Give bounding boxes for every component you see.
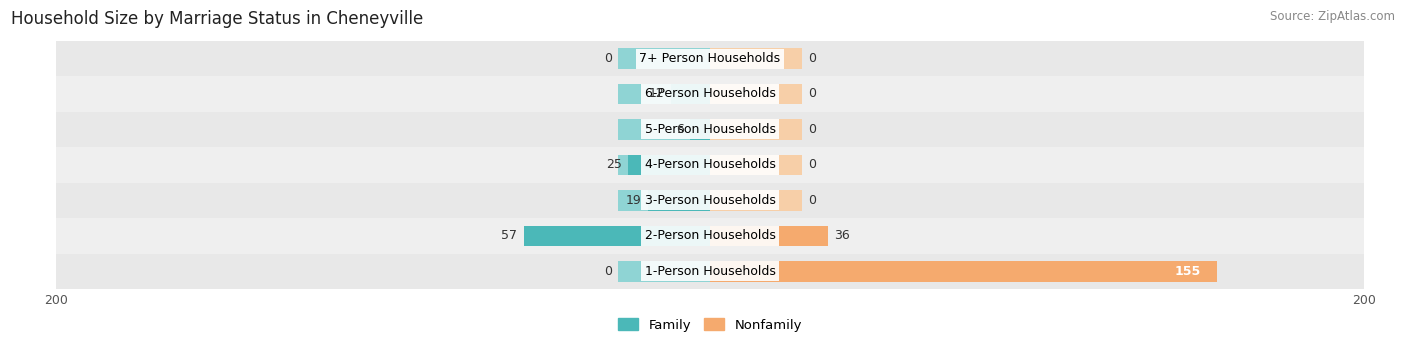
Bar [619, 261, 710, 282]
Bar [619, 190, 710, 211]
Legend: Family, Nonfamily: Family, Nonfamily [613, 313, 807, 337]
Text: 0: 0 [808, 123, 815, 136]
Text: 5-Person Households: 5-Person Households [644, 123, 776, 136]
Bar [619, 84, 710, 104]
Bar [710, 261, 1216, 282]
Bar [619, 48, 710, 69]
Bar [56, 183, 1364, 218]
Bar [710, 48, 801, 69]
Text: 0: 0 [808, 87, 815, 101]
Text: 12: 12 [648, 87, 664, 101]
Bar [56, 254, 1364, 289]
Bar [710, 225, 828, 246]
Bar [671, 84, 710, 104]
Text: 2-Person Households: 2-Person Households [644, 229, 776, 242]
Bar [710, 261, 801, 282]
Text: 36: 36 [834, 229, 851, 242]
Bar [710, 155, 801, 175]
Bar [619, 119, 710, 140]
Bar [56, 112, 1364, 147]
Text: 155: 155 [1174, 265, 1201, 278]
Text: Source: ZipAtlas.com: Source: ZipAtlas.com [1270, 10, 1395, 23]
Bar [648, 190, 710, 211]
Text: Household Size by Marriage Status in Cheneyville: Household Size by Marriage Status in Che… [11, 10, 423, 28]
Bar [56, 76, 1364, 112]
Bar [56, 147, 1364, 183]
Bar [710, 119, 801, 140]
Text: 0: 0 [808, 194, 815, 207]
Bar [628, 155, 710, 175]
Text: 57: 57 [501, 229, 517, 242]
Text: 6: 6 [676, 123, 683, 136]
Text: 7+ Person Households: 7+ Person Households [640, 52, 780, 65]
Text: 0: 0 [808, 158, 815, 171]
Bar [523, 225, 710, 246]
Bar [619, 155, 710, 175]
Bar [710, 225, 801, 246]
Text: 6-Person Households: 6-Person Households [644, 87, 776, 101]
Text: 0: 0 [605, 265, 612, 278]
Text: 0: 0 [605, 52, 612, 65]
Bar [56, 41, 1364, 76]
Text: 1-Person Households: 1-Person Households [644, 265, 776, 278]
Text: 3-Person Households: 3-Person Households [644, 194, 776, 207]
Text: 4-Person Households: 4-Person Households [644, 158, 776, 171]
Text: 0: 0 [808, 52, 815, 65]
Bar [690, 119, 710, 140]
Text: 25: 25 [606, 158, 621, 171]
Bar [710, 84, 801, 104]
Bar [56, 218, 1364, 254]
Bar [619, 225, 710, 246]
Bar [710, 190, 801, 211]
Text: 19: 19 [626, 194, 641, 207]
